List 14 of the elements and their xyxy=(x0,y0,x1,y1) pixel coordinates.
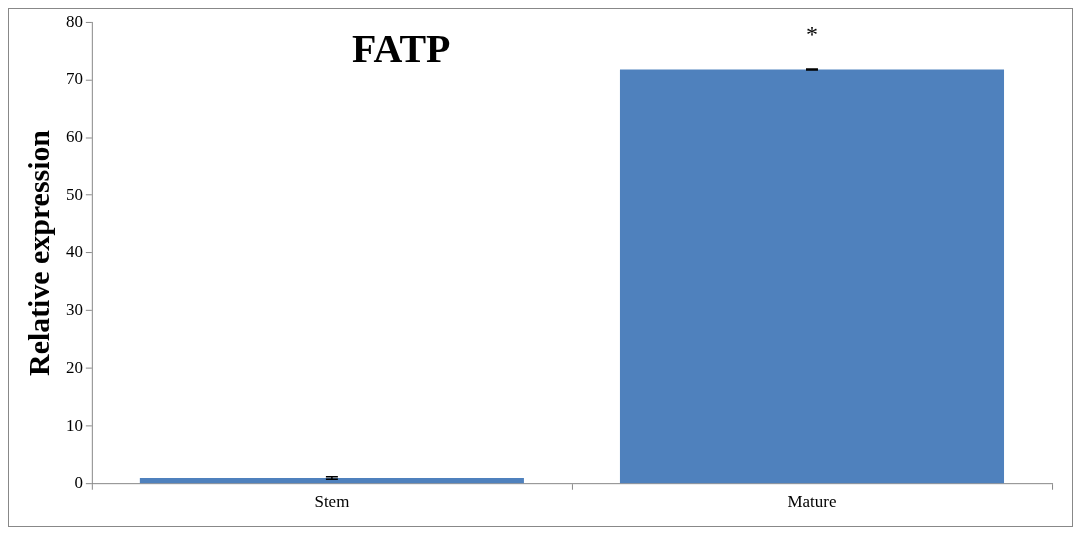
y-tick-label: 20 xyxy=(65,357,83,377)
y-axis-title: Relative expression xyxy=(21,129,55,376)
x-tick-label: Mature xyxy=(787,492,837,512)
y-tick-label: 60 xyxy=(65,127,83,146)
y-tick-label: 0 xyxy=(74,473,83,493)
y-tick-label: 50 xyxy=(65,184,83,204)
y-tick-label: 70 xyxy=(65,69,83,89)
chart-title: FATP xyxy=(352,26,451,72)
annotation: * xyxy=(806,20,818,47)
x-tick-label: Stem xyxy=(314,492,350,512)
y-tick-label: 10 xyxy=(65,415,83,435)
y-tick-label: 40 xyxy=(65,242,83,262)
y-tick-label: 30 xyxy=(65,300,83,320)
y-tick-label: 80 xyxy=(65,11,83,31)
